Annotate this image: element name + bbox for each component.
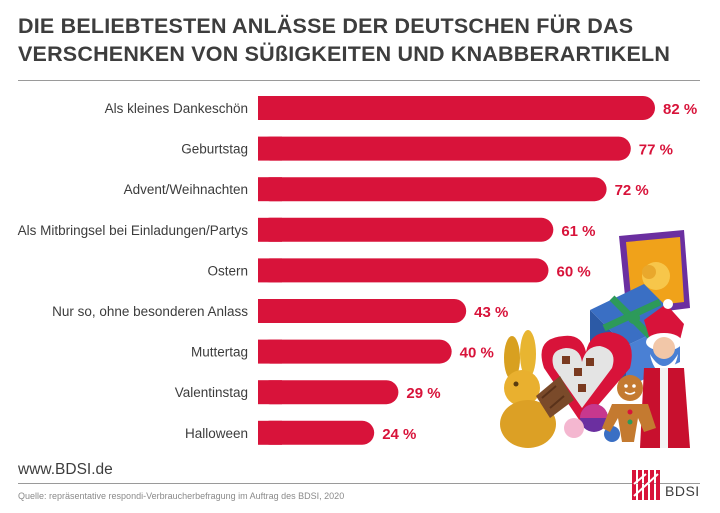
bar: [258, 258, 549, 283]
value-label: 60 %: [556, 263, 590, 280]
category-label: Nur so, ohne besonderen Anlass: [52, 304, 248, 319]
bar-left-cap: [258, 339, 282, 364]
bar: [258, 177, 607, 202]
page-title: DIE BELIEBTESTEN ANLÄSSE DER DEUTSCHEN F…: [18, 12, 708, 68]
gingerbread-icon: [602, 375, 656, 442]
value-label: 43 %: [474, 304, 508, 321]
bar-left-cap: [258, 177, 282, 202]
category-label: Halloween: [185, 426, 248, 441]
value-label: 82 %: [663, 101, 697, 118]
website-link[interactable]: www.BDSI.de: [18, 461, 113, 478]
bunny-icon: [500, 330, 556, 448]
category-label: Als kleines Dankeschön: [105, 101, 248, 116]
bdsi-logo: [632, 470, 660, 500]
category-label: Ostern: [207, 263, 248, 278]
bar: [258, 136, 631, 161]
title-line-2: VERSCHENKEN VON SÜßIGKEITEN UND KNABBERA…: [18, 42, 671, 66]
chocolate-icon: [536, 376, 574, 418]
footer-divider: [18, 483, 700, 484]
heart-box-icon: [541, 332, 632, 424]
category-label: Valentinstag: [175, 385, 248, 400]
candy-icon: [564, 404, 620, 442]
value-label: 40 %: [460, 345, 494, 362]
bar-left-cap: [258, 136, 282, 161]
title-line-1: DIE BELIEBTESTEN ANLÄSSE DER DEUTSCHEN F…: [18, 14, 634, 38]
value-label: 72 %: [615, 182, 649, 199]
bar-left-cap: [258, 380, 282, 405]
sweets-illustration: [500, 230, 690, 448]
bar: [258, 380, 399, 405]
bar: [258, 217, 554, 242]
logo-text: BDSI: [665, 483, 700, 499]
category-label: Advent/Weihnachten: [124, 182, 248, 197]
title-divider: [18, 80, 700, 81]
bar-left-cap: [258, 217, 282, 242]
value-label: 24 %: [382, 426, 416, 443]
bar: [258, 339, 452, 364]
category-label: Geburtstag: [181, 142, 248, 157]
source-note: Quelle: repräsentative respondi-Verbrauc…: [18, 491, 345, 501]
bar: [258, 420, 375, 445]
bar-left-cap: [258, 420, 282, 445]
bar: [258, 299, 467, 323]
category-label: Als Mitbringsel bei Einladungen/Partys: [18, 223, 249, 238]
bar-left-cap: [258, 258, 282, 283]
value-label: 29 %: [406, 385, 440, 402]
value-label: 77 %: [639, 142, 673, 159]
bar-left-cap: [258, 96, 282, 120]
bar: [258, 96, 655, 120]
bar-left-cap: [258, 299, 282, 323]
bdsi-logo-icon: [632, 470, 660, 500]
category-label: Muttertag: [191, 345, 248, 360]
value-label: 61 %: [561, 223, 595, 240]
